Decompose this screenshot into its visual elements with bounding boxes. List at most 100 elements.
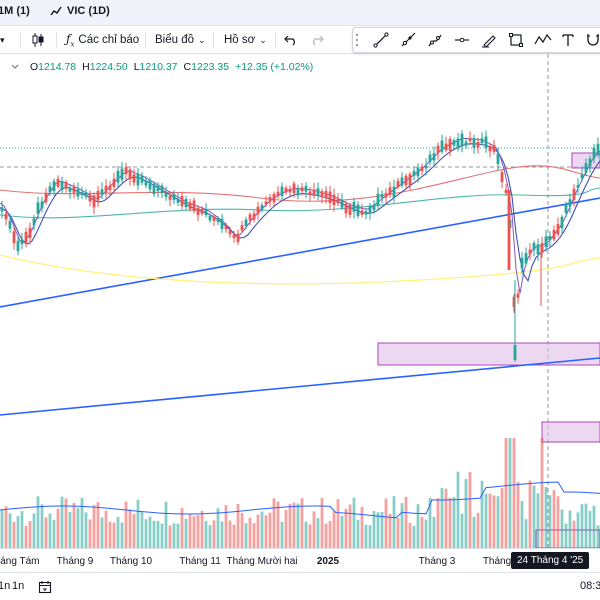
candle-body xyxy=(196,207,200,216)
divider xyxy=(56,32,57,48)
chart-type-menu[interactable]: Biểu đồ ⌄ xyxy=(155,31,206,49)
volume-bar xyxy=(492,495,496,548)
rectangle-tool[interactable] xyxy=(506,31,526,49)
time-axis[interactable]: Tháng Tám Tháng 9 Tháng 10 Tháng 11 Thán… xyxy=(0,548,600,572)
candles-icon xyxy=(32,33,44,47)
volume-bar xyxy=(400,503,404,548)
candle-body xyxy=(72,186,76,193)
candle-body xyxy=(412,171,416,176)
candle-body xyxy=(280,186,284,196)
tab-vic[interactable]: VIC (1D) xyxy=(50,5,110,17)
undo-button[interactable] xyxy=(284,31,298,49)
candle-body xyxy=(588,158,592,167)
volume-bar xyxy=(220,521,224,548)
volume-bar xyxy=(312,511,316,548)
candle-body xyxy=(68,187,72,192)
candle-body xyxy=(540,243,544,253)
candle-body xyxy=(392,186,396,198)
tab-1m[interactable]: 1M (1) xyxy=(0,5,30,17)
candle-body xyxy=(32,218,36,226)
pitchfork-tool[interactable] xyxy=(425,31,445,49)
candle-body xyxy=(580,174,584,179)
candle-body xyxy=(256,206,260,215)
text-tool[interactable] xyxy=(558,31,578,49)
volume-bar xyxy=(592,505,596,548)
tab-bar: 1M (1) VIC (1D) xyxy=(0,0,600,26)
candle-body xyxy=(228,230,232,235)
candle-body xyxy=(404,175,408,186)
candle-body xyxy=(204,209,208,216)
candle-type-button[interactable] xyxy=(30,31,46,49)
candle-body xyxy=(520,258,524,269)
candle-body xyxy=(440,140,444,152)
time-tick: Tháng Tám xyxy=(0,556,40,567)
candle-body xyxy=(100,189,104,195)
range-button[interactable]: 1n xyxy=(0,580,11,592)
legend-high-key: H xyxy=(82,61,90,73)
candle-body xyxy=(260,205,264,210)
volume-bar xyxy=(12,521,16,548)
candle-body xyxy=(480,138,484,144)
volume-bar xyxy=(64,498,68,548)
magnet-tool[interactable] xyxy=(583,31,600,49)
volume-bar xyxy=(96,502,100,548)
candle-body xyxy=(312,189,316,196)
volume-bar xyxy=(268,512,272,548)
candle-body xyxy=(220,218,224,229)
tab-label: VIC (1D) xyxy=(67,5,110,17)
candle-body xyxy=(164,192,168,197)
calendar-icon[interactable] xyxy=(38,580,52,594)
collapse-icon[interactable] xyxy=(10,62,24,72)
volume-bar xyxy=(200,510,204,548)
volume-bar xyxy=(512,438,516,548)
candle-body xyxy=(212,216,216,221)
candle-body xyxy=(500,172,504,183)
volume-bar xyxy=(160,523,164,548)
candle-body xyxy=(208,215,212,221)
profile-menu[interactable]: Hồ sơ ⌄ xyxy=(224,31,267,49)
candle-body xyxy=(513,345,517,360)
horizontal-line-icon xyxy=(455,37,469,43)
redo-button[interactable] xyxy=(310,31,324,49)
candle-body xyxy=(364,211,368,215)
volume-bar xyxy=(88,519,92,548)
indicators-button[interactable]: ƒx Các chỉ báo xyxy=(66,31,139,49)
candle-body xyxy=(316,188,320,196)
candle-body xyxy=(420,167,424,171)
ma-200-line xyxy=(0,254,600,285)
volume-bar xyxy=(196,515,200,548)
volume-bar xyxy=(76,508,80,548)
candle-body xyxy=(292,183,296,194)
legend-change: +12.35 (+1.02%) xyxy=(235,61,314,73)
candle-body xyxy=(216,218,220,223)
volume-bar xyxy=(28,521,32,548)
volume-bar xyxy=(212,520,216,548)
candle-body xyxy=(368,205,372,214)
price-chart[interactable] xyxy=(0,54,600,548)
candle-body xyxy=(468,138,472,142)
wave-tool[interactable] xyxy=(533,31,553,49)
brush-tool[interactable] xyxy=(479,31,499,49)
horizontal-line-tool[interactable] xyxy=(452,31,472,49)
volume-bar xyxy=(232,524,236,548)
volume-bar xyxy=(264,515,268,548)
candle-body xyxy=(448,138,452,151)
volume-bar xyxy=(408,522,412,548)
volume-bar xyxy=(368,525,372,548)
volume-bar xyxy=(204,520,208,548)
volume-bar xyxy=(552,490,556,548)
volume-bar xyxy=(348,504,352,548)
candle-body xyxy=(76,189,80,197)
volume-bar xyxy=(520,501,524,548)
candle-body xyxy=(380,194,384,198)
drag-handle-icon[interactable] xyxy=(355,33,359,47)
candle-body xyxy=(488,146,492,152)
ray-tool[interactable] xyxy=(398,31,418,49)
candle-body xyxy=(156,185,160,192)
more-button[interactable]: ▾ xyxy=(0,31,5,49)
range-button[interactable]: 1n xyxy=(12,580,25,592)
candle-body xyxy=(12,231,16,244)
brush-icon xyxy=(482,35,496,48)
candle-body xyxy=(24,231,28,244)
trend-line-tool[interactable] xyxy=(371,31,391,49)
